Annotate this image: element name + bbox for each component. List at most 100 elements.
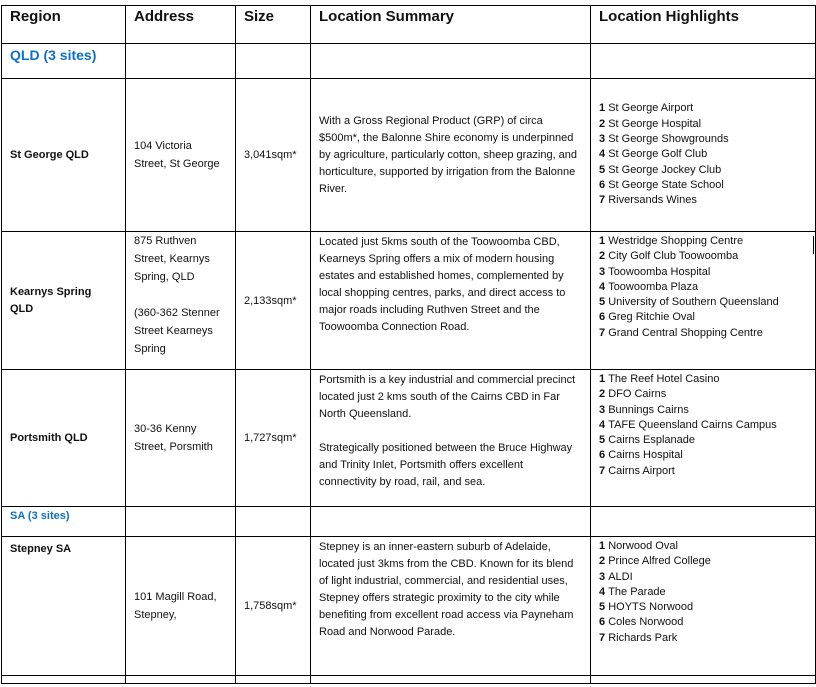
- region-cell: Stepney SA: [1, 536, 126, 676]
- highlight-name: DFO Cairns: [608, 388, 667, 401]
- highlight-item: 6 Cairns Hospital: [599, 448, 807, 463]
- highlight-number: 1: [599, 102, 609, 115]
- highlight-item: 3 Toowoomba Hospital: [599, 265, 807, 280]
- address-cell: 875 Ruthven Street, Kearnys Spring, QLD (…: [125, 231, 236, 370]
- highlight-item: 1 St George Airport: [599, 101, 807, 116]
- empty-cell: [125, 506, 236, 537]
- empty-cell: [310, 675, 591, 684]
- highlight-number: 2: [599, 117, 609, 130]
- highlight-name: HOYTS Norwood: [608, 601, 694, 614]
- highlight-number: 7: [599, 326, 609, 339]
- table-row: St George QLD 104 Victoria Street, St Geo…: [1, 78, 816, 232]
- highlight-item: 2 St George Hospital: [599, 117, 807, 132]
- text-cursor: [813, 236, 814, 254]
- highlight-number: 2: [599, 250, 609, 263]
- highlight-item: 1 Norwood Oval: [599, 539, 807, 554]
- empty-cell: [235, 675, 311, 684]
- header-row: Region Address Size Location Summary Locatio…: [1, 5, 816, 44]
- highlight-name: Riversands Wines: [608, 194, 697, 207]
- highlight-item: 3 St George Showgrounds: [599, 132, 807, 147]
- highlight-name: Coles Norwood: [608, 616, 684, 629]
- summary-cell: Stepney is an inner-eastern suburb of Ad…: [310, 536, 591, 676]
- highlight-name: The Reef Hotel Casino: [608, 373, 720, 385]
- address-line: 875 Ruthven Street, Kearnys Spring, QLD: [134, 235, 210, 283]
- section-row: SA (3 sites): [1, 506, 816, 537]
- size-cell: 1,758sqm*: [235, 536, 311, 676]
- section-label: SA (3 sites): [1, 506, 126, 537]
- column-header: Region: [1, 5, 126, 44]
- column-header: Size: [235, 5, 311, 44]
- highlight-item: 7 Grand Central Shopping Centre: [599, 326, 807, 341]
- highlight-item: 2 Prince Alfred College: [599, 554, 807, 569]
- highlight-item: 6 Coles Norwood: [599, 615, 807, 630]
- summary-cell: With a Gross Regional Product (GRP) of c…: [310, 78, 591, 232]
- address-line: (360-362 Stenner Street Kearneys Spring: [134, 307, 220, 355]
- empty-cell: [125, 43, 236, 79]
- highlight-number: 4: [599, 418, 609, 431]
- highlight-name: St George Golf Club: [608, 148, 708, 161]
- highlight-number: 6: [599, 178, 609, 191]
- highlight-name: Toowoomba Plaza: [608, 280, 699, 293]
- highlight-number: 4: [599, 585, 609, 598]
- summary-paragraph: With a Gross Regional Product (GRP) of c…: [319, 114, 578, 195]
- highlight-number: 6: [599, 311, 609, 324]
- highlight-name: Prince Alfred College: [608, 555, 711, 568]
- highlight-number: 7: [599, 464, 609, 477]
- table-row: Portsmith QLD 30-36 Kenny Street, Porsmit…: [1, 369, 816, 507]
- empty-cell: [310, 506, 591, 537]
- size-cell: 2,133sqm*: [235, 231, 311, 370]
- highlight-number: 3: [599, 265, 609, 278]
- highlight-name: St George Hospital: [608, 117, 702, 130]
- column-header: Location Highlights: [590, 5, 816, 44]
- highlight-number: 2: [599, 555, 609, 568]
- highlight-item: 3 ALDI: [599, 570, 807, 585]
- highlight-number: 2: [599, 388, 609, 401]
- highlight-name: Greg Ritchie Oval: [608, 311, 695, 324]
- section-row: QLD (3 sites): [1, 43, 816, 79]
- summary-paragraph: Located just 5kms south of the Toowoomba…: [319, 236, 566, 333]
- summary-paragraph: Strategically positioned between the Bru…: [319, 442, 573, 488]
- highlight-number: 4: [599, 148, 609, 161]
- summary-cell: Located just 5kms south of the Toowoomba…: [310, 231, 591, 370]
- highlight-name: ALDI: [608, 570, 633, 583]
- highlight-name: Grand Central Shopping Centre: [608, 326, 763, 339]
- highlight-item: 5 HOYTS Norwood: [599, 600, 807, 615]
- address-line: 104 Victoria Street, St George: [134, 140, 220, 170]
- address-cell: 30-36 Kenny Street, Porsmith: [125, 369, 236, 507]
- highlight-name: University of Southern Queensland: [608, 296, 779, 309]
- highlight-item: 3 Bunnings Cairns: [599, 403, 807, 418]
- highlight-name: TAFE Queensland Cairns Campus: [608, 418, 777, 431]
- highlight-item: 1 Westridge Shopping Centre: [599, 234, 807, 249]
- address-cell: 101 Magill Road, Stepney,: [125, 536, 236, 676]
- highlight-number: 6: [599, 616, 609, 629]
- table-row: [1, 675, 816, 684]
- highlight-number: 5: [599, 163, 609, 176]
- highlight-number: 5: [599, 296, 609, 309]
- empty-cell: [310, 43, 591, 79]
- empty-cell: [125, 675, 236, 684]
- highlight-number: 5: [599, 601, 609, 614]
- highlight-number: 1: [599, 540, 609, 552]
- highlights-cell: 1 St George Airport 2 St George Hospital 3…: [590, 78, 816, 232]
- highlight-item: 7 Cairns Airport: [599, 464, 807, 479]
- highlight-item: 4 The Parade: [599, 585, 807, 600]
- highlight-number: 3: [599, 403, 609, 416]
- highlight-name: Cairns Esplanade: [608, 434, 696, 447]
- highlight-number: 3: [599, 133, 609, 146]
- summary-cell: Portsmith is a key industrial and commer…: [310, 369, 591, 507]
- region-cell: Kearnys Spring QLD: [1, 231, 126, 370]
- highlight-number: 1: [599, 373, 609, 385]
- highlight-number: 7: [599, 631, 609, 644]
- highlight-name: Norwood Oval: [608, 540, 678, 552]
- highlight-number: 3: [599, 570, 609, 583]
- section-label: QLD (3 sites): [1, 43, 126, 79]
- highlight-name: Toowoomba Hospital: [608, 265, 711, 278]
- highlight-name: St George State School: [608, 178, 724, 191]
- empty-cell: [235, 506, 311, 537]
- summary-paragraph: Stepney is an inner-eastern suburb of Ad…: [319, 541, 574, 638]
- highlight-number: 1: [599, 235, 609, 247]
- column-header: Address: [125, 5, 236, 44]
- highlight-item: 6 St George State School: [599, 178, 807, 193]
- column-header: Location Summary: [310, 5, 591, 44]
- empty-cell: [590, 43, 816, 79]
